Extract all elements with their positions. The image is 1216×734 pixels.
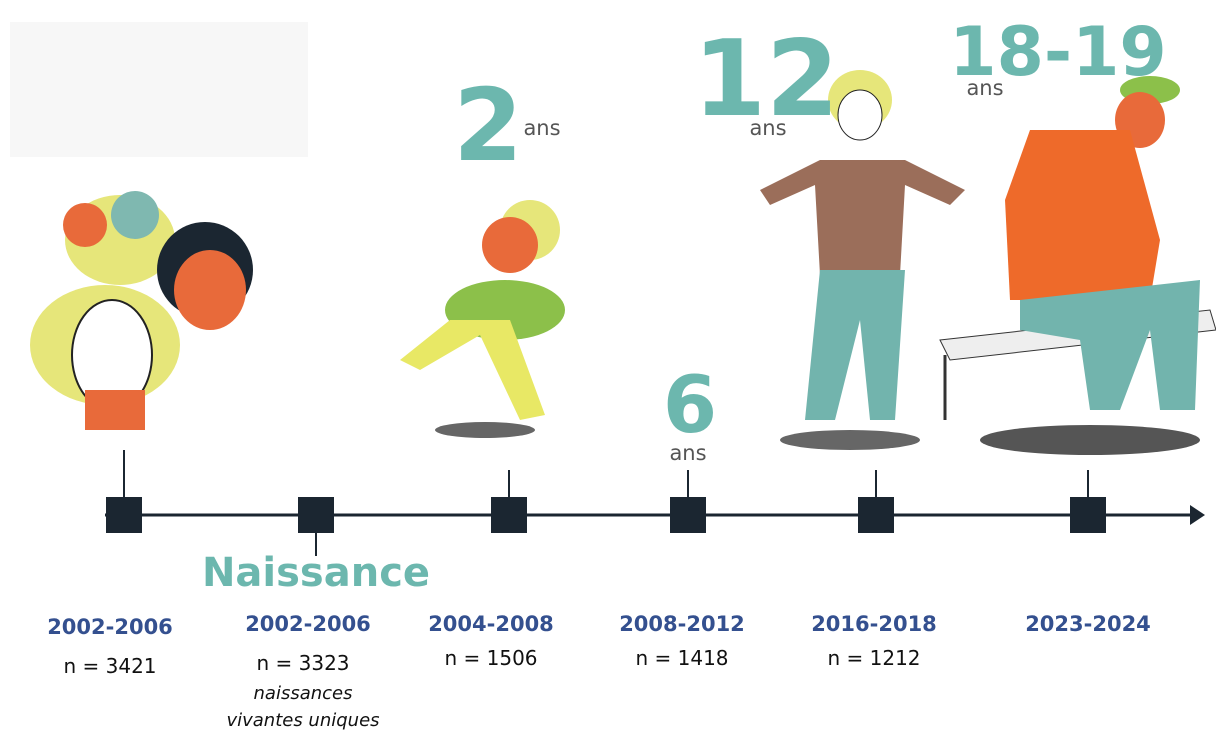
timeline: 2002-2006 n = 3421 Naissance 2002-2006 n… — [0, 0, 1216, 734]
milestone: 2002-2006 n = 3421 — [47, 450, 173, 678]
age-unit: ans — [523, 116, 560, 140]
illustration-teen — [940, 76, 1216, 455]
age: 6 — [663, 361, 717, 451]
age-unit: ans — [749, 116, 786, 140]
milestone: Naissance 2002-2006 n = 3323 naissances … — [202, 497, 430, 731]
illustration-babies — [30, 191, 253, 430]
sample-size: n = 1212 — [827, 646, 920, 670]
stage-label: Naissance — [202, 550, 430, 596]
blank-panel — [10, 22, 308, 157]
sample-size: n = 3421 — [63, 654, 156, 678]
period: 2008-2012 — [619, 612, 745, 636]
illustration-toddler — [400, 200, 565, 438]
sample-size: n = 3323 — [256, 651, 349, 675]
note: naissances — [254, 683, 353, 704]
note: vivantes uniques — [226, 710, 379, 731]
marker — [491, 497, 527, 533]
age-unit: ans — [669, 441, 706, 465]
period: 2004-2008 — [428, 612, 554, 636]
marker — [106, 497, 142, 533]
period: 2016-2018 — [811, 612, 937, 636]
age-unit: ans — [966, 76, 1003, 100]
milestone: 2 ans 2004-2008 n = 1506 — [428, 67, 560, 670]
sample-size: n = 1418 — [635, 646, 728, 670]
marker — [670, 497, 706, 533]
marker — [858, 497, 894, 533]
period: 2023-2024 — [1025, 612, 1151, 636]
marker — [1070, 497, 1106, 533]
period: 2002-2006 — [245, 612, 371, 636]
axis-arrow — [1190, 505, 1205, 525]
period: 2002-2006 — [47, 615, 173, 639]
age: 2 — [453, 67, 523, 184]
sample-size: n = 1506 — [444, 646, 537, 670]
marker — [298, 497, 334, 533]
